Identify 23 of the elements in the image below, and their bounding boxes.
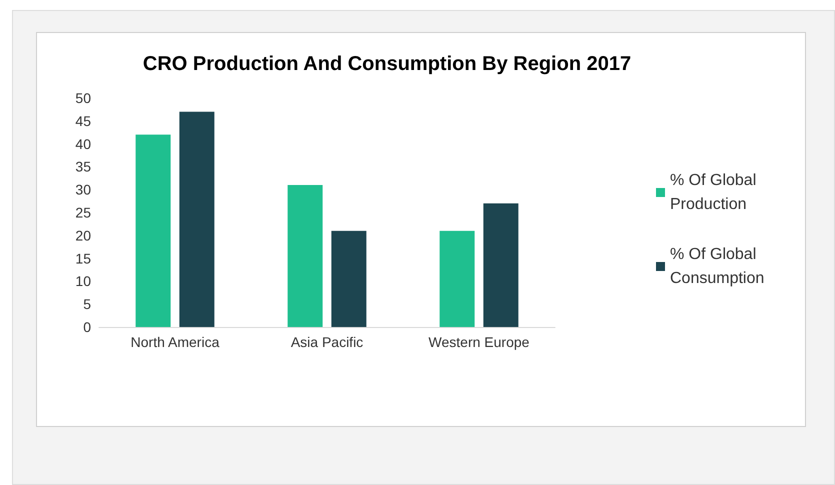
y-tick-label: 45 [75,112,92,129]
legend-label: % Of Global Consumption [670,246,764,287]
bar [483,203,518,327]
y-tick-label: 40 [75,136,92,152]
bar [440,230,475,327]
y-tick-label: 35 [75,158,92,175]
y-tick-label: 15 [75,250,92,266]
y-tick-label: 20 [75,227,92,244]
bar [136,134,171,327]
y-tick-label: 10 [75,273,92,290]
bar [179,112,214,327]
y-tick-label: 50 [75,90,92,106]
x-tick-label: North America [130,334,220,350]
y-tick-label: 25 [75,204,92,220]
legend-label: % Of Global Production [670,172,761,213]
bar [288,185,323,327]
chart-title: CRO Production And Consumption By Region 2017 [142,53,632,75]
bar [331,230,366,327]
x-tick-label: Western Europe [428,334,530,350]
x-tick-label: Asia Pacific [290,334,364,350]
y-tick-label: 5 [83,296,92,312]
y-tick-label: 0 [83,319,92,335]
y-tick-label: 30 [75,182,92,198]
